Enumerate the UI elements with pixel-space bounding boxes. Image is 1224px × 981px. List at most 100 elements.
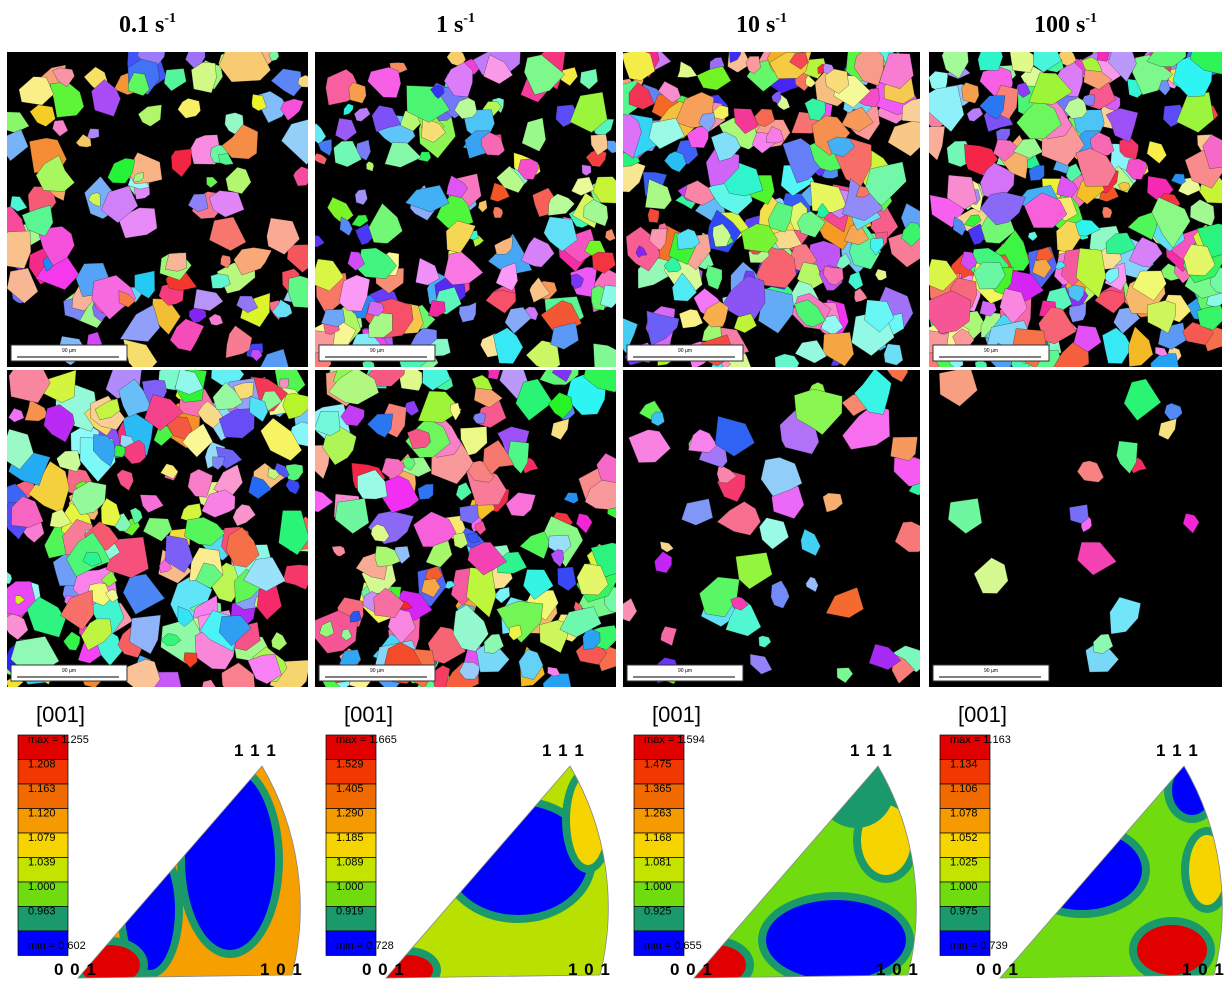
- grain: [415, 257, 440, 286]
- grain: [7, 230, 32, 269]
- grain: [473, 387, 503, 408]
- legend-label: 0.919: [336, 906, 364, 918]
- grain: [163, 68, 187, 92]
- ebsd-map: [315, 52, 616, 367]
- grain: [868, 643, 902, 670]
- grain: [1105, 108, 1139, 143]
- grain: [209, 216, 247, 251]
- grain: [658, 81, 681, 104]
- grain: [256, 584, 282, 621]
- grain: [357, 469, 388, 500]
- grain: [1075, 248, 1106, 299]
- exponent: -1: [1085, 11, 1097, 26]
- grain: [1075, 148, 1117, 187]
- grain: [122, 573, 165, 615]
- grain: [201, 489, 236, 518]
- grain: [249, 396, 269, 422]
- grain: [681, 498, 713, 526]
- grain: [247, 653, 282, 685]
- grain: [600, 285, 616, 309]
- grain: [651, 411, 665, 427]
- legend-label: 1.168: [644, 832, 672, 844]
- legend-label: 1.039: [28, 857, 56, 869]
- grain: [974, 360, 988, 367]
- grain: [771, 90, 782, 104]
- grain: [716, 464, 737, 484]
- legend-label: 1.078: [950, 808, 978, 820]
- grain: [797, 211, 826, 238]
- grain: [993, 139, 1020, 162]
- grain: [529, 277, 551, 303]
- legend-label: max = 1.665: [336, 734, 397, 746]
- grain: [1069, 504, 1089, 524]
- grain: [1038, 306, 1077, 345]
- grain: [1082, 94, 1095, 106]
- legend-swatch: [17, 832, 69, 858]
- grain: [368, 203, 403, 244]
- grain: [1108, 52, 1137, 83]
- grain: [129, 614, 161, 655]
- grain: [1105, 232, 1136, 255]
- grain: [91, 79, 121, 117]
- grain: [1054, 261, 1067, 270]
- grain: [660, 626, 677, 646]
- legend-swatch: [17, 857, 69, 883]
- grain: [1102, 206, 1113, 219]
- grain: [319, 620, 335, 638]
- grain: [548, 193, 575, 216]
- grain: [822, 492, 843, 513]
- contour: [766, 900, 906, 978]
- grain: [349, 610, 362, 623]
- grain: [169, 318, 205, 352]
- grain: [153, 425, 174, 446]
- grain: [88, 192, 101, 208]
- grain: [590, 134, 609, 156]
- grain: [191, 62, 217, 94]
- grain: [160, 633, 182, 646]
- ebsd-map: [623, 370, 920, 687]
- grain: [1146, 140, 1167, 164]
- legend-swatch: [325, 881, 377, 907]
- grain: [218, 52, 271, 83]
- grain: [455, 482, 472, 501]
- grain: [756, 240, 797, 289]
- grain: [827, 136, 855, 158]
- grain: [508, 624, 523, 641]
- grain: [37, 226, 75, 266]
- grain: [466, 532, 480, 544]
- grain: [317, 139, 332, 157]
- ebsd-map: [929, 52, 1222, 367]
- grain: [929, 126, 946, 161]
- legend-swatch: [633, 734, 685, 760]
- grain: [1065, 163, 1082, 183]
- grain: [338, 274, 370, 312]
- scale-label: 90 µm: [984, 668, 998, 674]
- column-header: 10 s-1: [736, 11, 787, 38]
- legend-label: 1.089: [336, 857, 364, 869]
- grain: [443, 62, 473, 97]
- grain: [569, 91, 608, 133]
- grain: [628, 429, 671, 463]
- grain: [371, 105, 402, 132]
- grain: [315, 490, 334, 513]
- grain: [87, 582, 112, 606]
- grain: [698, 112, 716, 133]
- grain: [315, 411, 341, 436]
- grain: [370, 523, 390, 542]
- grain: [328, 370, 379, 405]
- grain: [458, 661, 480, 680]
- grain: [863, 161, 907, 206]
- grain: [628, 82, 655, 110]
- grain: [280, 98, 304, 121]
- grain: [445, 220, 476, 254]
- grain: [1027, 231, 1038, 242]
- grain: [929, 290, 972, 334]
- grain: [1151, 197, 1191, 249]
- grain: [485, 289, 516, 314]
- legend-label: 1.000: [336, 881, 364, 893]
- scale-label: 90 µm: [678, 348, 692, 354]
- grain: [591, 251, 616, 274]
- grain: [354, 107, 371, 122]
- grain: [901, 98, 920, 123]
- grain: [582, 627, 601, 650]
